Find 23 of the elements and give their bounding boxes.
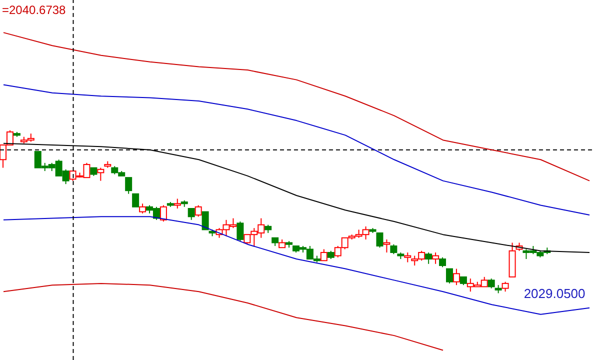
candlestick <box>452 268 460 286</box>
candlestick <box>174 198 181 210</box>
candlestick <box>125 177 132 194</box>
candlestick <box>432 252 440 264</box>
candlestick <box>194 204 202 218</box>
candlestick <box>439 256 446 268</box>
candlestick <box>132 193 140 208</box>
text: =2040.6738 <box>2 3 66 17</box>
candlestick <box>390 244 398 255</box>
candlestick <box>502 281 509 292</box>
candlestick <box>202 211 209 230</box>
candlestick <box>425 252 432 264</box>
candlestick <box>97 167 104 182</box>
annotation: 2029.0500 <box>524 286 586 301</box>
candlestick <box>236 221 244 242</box>
candlestick <box>160 204 167 222</box>
candlestick <box>488 278 495 289</box>
candlestick <box>404 252 412 263</box>
candlestick <box>446 268 453 284</box>
candlestick <box>139 203 146 214</box>
candlestick <box>188 208 195 220</box>
candlestick <box>383 238 390 253</box>
candlestick <box>320 248 328 262</box>
